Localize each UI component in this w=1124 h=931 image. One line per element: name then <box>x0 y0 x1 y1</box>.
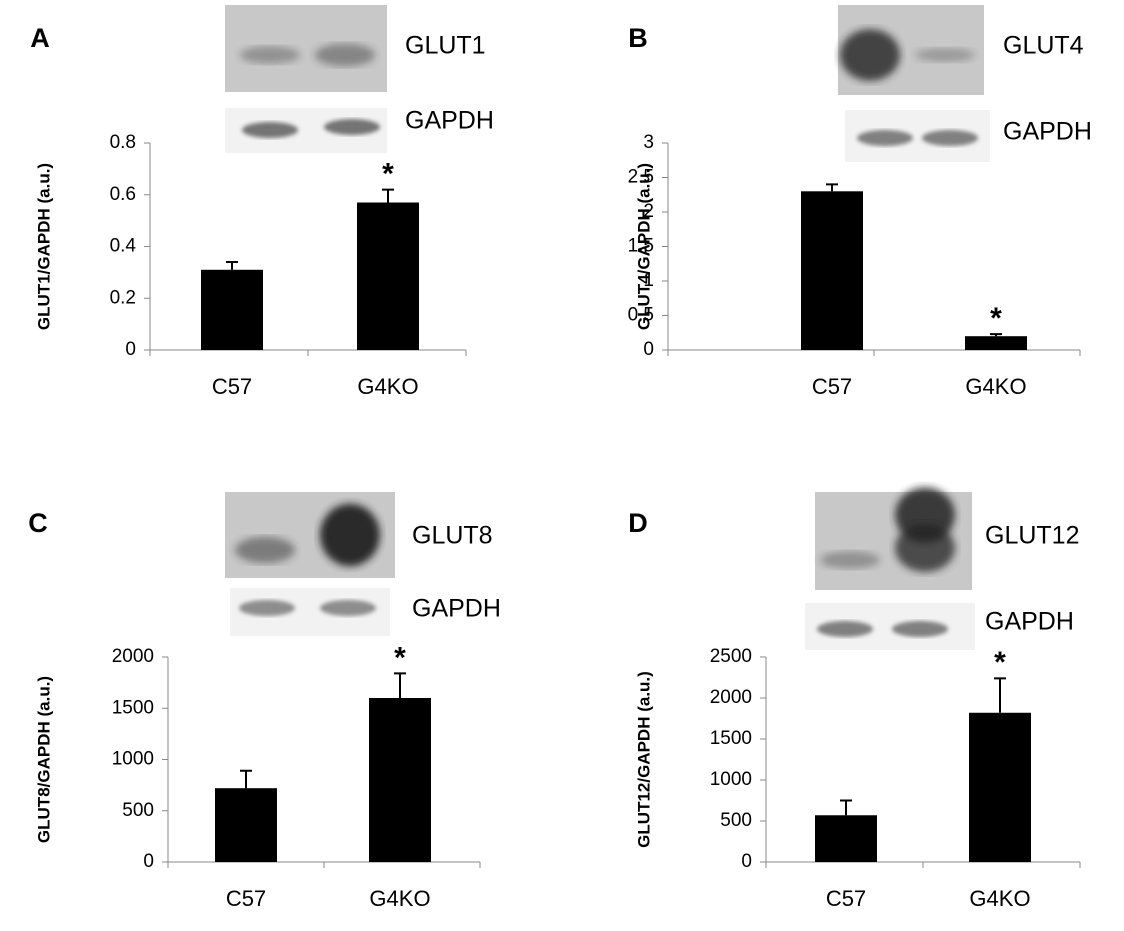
y-tick-label: 3 <box>643 132 654 153</box>
error-bar <box>382 188 394 203</box>
bar <box>215 788 277 862</box>
x-tick-label: C57 <box>812 374 852 399</box>
y-tick-label: 0 <box>741 851 752 872</box>
blot-band <box>857 130 913 146</box>
error-bar <box>826 183 838 192</box>
blot-band <box>242 122 298 138</box>
blot-label: GLUT1 <box>405 32 486 60</box>
y-tick-label: 1500 <box>112 697 154 718</box>
error-bar <box>994 677 1006 713</box>
x-tick-label: C57 <box>212 374 252 399</box>
blot-band <box>892 621 948 637</box>
bar <box>369 698 431 862</box>
panel-letter: D <box>628 508 648 538</box>
x-tick-label: C57 <box>226 886 266 911</box>
y-tick-label: 500 <box>122 800 154 821</box>
blot-band <box>820 551 880 569</box>
y-tick-label: 2.5 <box>628 167 654 188</box>
bar <box>357 202 419 350</box>
blot-label: GLUT4 <box>1003 32 1084 60</box>
blot-band <box>922 130 978 146</box>
y-tick-label: 0.8 <box>110 132 136 153</box>
significance-mark: * <box>994 646 1006 679</box>
error-bar <box>226 261 238 270</box>
panel-letter: A <box>30 23 50 53</box>
panel: B GLUT4 GAPDH GLUT4/GAPDH (a.u.) 0 0.5 1 1.5 2 2.… <box>628 5 1092 399</box>
x-tick-label: G4KO <box>357 374 418 399</box>
blot-label: GAPDH <box>1003 118 1092 146</box>
bar <box>965 336 1027 350</box>
panel: D GLUT12 GAPDH GLUT12/GAPDH (a.u.) 0 500 1000 1… <box>628 487 1081 911</box>
y-tick-label: 0.4 <box>110 236 137 257</box>
blot-band <box>239 600 295 616</box>
y-tick-label: 0 <box>143 851 154 872</box>
y-tick-label: 0 <box>125 339 136 360</box>
blot-band <box>315 43 375 67</box>
x-tick-label: G4KO <box>965 374 1026 399</box>
blot-band <box>320 600 376 616</box>
x-tick-label: G4KO <box>369 886 430 911</box>
y-axis-label: GLUT12/GAPDH (a.u.) <box>634 671 653 848</box>
blot-band <box>324 119 380 135</box>
significance-mark: * <box>382 157 394 190</box>
bar <box>201 269 263 350</box>
significance-mark: * <box>990 302 1002 335</box>
y-tick-label: 2500 <box>710 646 752 667</box>
error-bar <box>990 333 1002 337</box>
y-tick-label: 0.5 <box>628 305 654 326</box>
bar <box>815 815 877 862</box>
error-bar <box>394 672 406 698</box>
error-bar <box>240 769 252 789</box>
blot-band <box>235 536 295 564</box>
bar <box>969 712 1031 862</box>
y-tick-label: 1 <box>643 270 654 291</box>
y-axis-label: GLUT4/GAPDH (a.u.) <box>634 163 653 330</box>
panel-letter: C <box>28 508 48 538</box>
y-tick-label: 500 <box>720 810 752 831</box>
y-tick-label: 1000 <box>710 769 752 790</box>
y-axis-label: GLUT1/GAPDH (a.u.) <box>34 163 53 330</box>
significance-mark: * <box>394 641 406 674</box>
blot-label: GAPDH <box>405 107 494 135</box>
blot-band <box>817 621 873 637</box>
x-tick-label: C57 <box>826 886 866 911</box>
y-tick-label: 1.5 <box>628 236 654 257</box>
y-axis-label: GLUT8/GAPDH (a.u.) <box>34 676 53 843</box>
blot-band <box>320 503 380 567</box>
panel-letter: B <box>628 23 648 53</box>
panel: C GLUT8 GAPDH GLUT8/GAPDH (a.u.) 0 500 1000 150… <box>28 492 501 911</box>
blot-band <box>240 46 300 64</box>
blot-label: GLUT12 <box>985 522 1079 550</box>
x-tick-label: G4KO <box>969 886 1030 911</box>
panel: A GLUT1 GAPDH GLUT1/GAPDH (a.u.) 0 0.2 0.4 0.6 0… <box>30 5 494 399</box>
blot-band <box>840 29 900 81</box>
y-tick-label: 0.6 <box>110 184 136 205</box>
y-tick-label: 2000 <box>112 646 154 667</box>
y-tick-label: 2000 <box>710 687 752 708</box>
y-tick-label: 0.2 <box>110 287 136 308</box>
y-tick-label: 0 <box>643 339 654 360</box>
bar <box>801 191 863 350</box>
y-tick-label: 1500 <box>710 728 752 749</box>
blot-label: GAPDH <box>412 595 501 623</box>
y-tick-label: 1000 <box>112 749 154 770</box>
y-tick-label: 2 <box>643 201 654 222</box>
blot-label: GLUT8 <box>412 522 493 550</box>
blot-label: GAPDH <box>985 608 1074 636</box>
error-bar <box>840 799 852 816</box>
blot-band <box>915 48 975 62</box>
blot-band <box>895 524 955 572</box>
